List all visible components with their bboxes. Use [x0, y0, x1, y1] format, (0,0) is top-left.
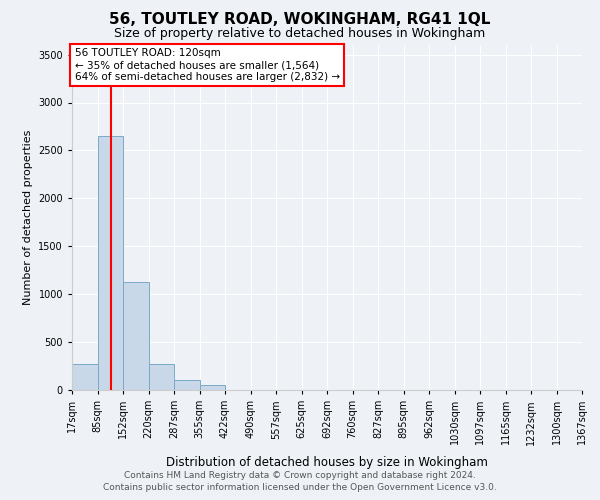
Text: 56 TOUTLEY ROAD: 120sqm
← 35% of detached houses are smaller (1,564)
64% of semi: 56 TOUTLEY ROAD: 120sqm ← 35% of detache… — [74, 48, 340, 82]
X-axis label: Distribution of detached houses by size in Wokingham: Distribution of detached houses by size … — [166, 456, 488, 468]
Y-axis label: Number of detached properties: Number of detached properties — [23, 130, 32, 305]
Bar — [123, 282, 149, 390]
Bar — [174, 380, 199, 390]
Bar — [149, 364, 174, 390]
Text: Size of property relative to detached houses in Wokingham: Size of property relative to detached ho… — [115, 28, 485, 40]
Text: Contains HM Land Registry data © Crown copyright and database right 2024.
Contai: Contains HM Land Registry data © Crown c… — [103, 471, 497, 492]
Bar — [199, 385, 225, 390]
Bar — [72, 364, 97, 390]
Text: 56, TOUTLEY ROAD, WOKINGHAM, RG41 1QL: 56, TOUTLEY ROAD, WOKINGHAM, RG41 1QL — [109, 12, 491, 28]
Bar — [97, 136, 123, 390]
